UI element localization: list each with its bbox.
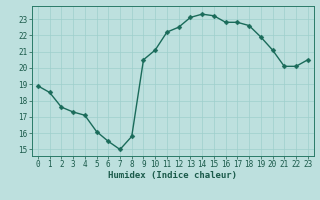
X-axis label: Humidex (Indice chaleur): Humidex (Indice chaleur) [108,171,237,180]
